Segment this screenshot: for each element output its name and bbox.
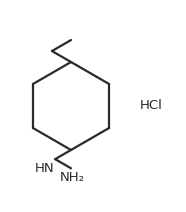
Text: NH₂: NH₂ — [60, 171, 84, 184]
Text: HN: HN — [35, 162, 54, 175]
Text: HCl: HCl — [140, 99, 163, 113]
